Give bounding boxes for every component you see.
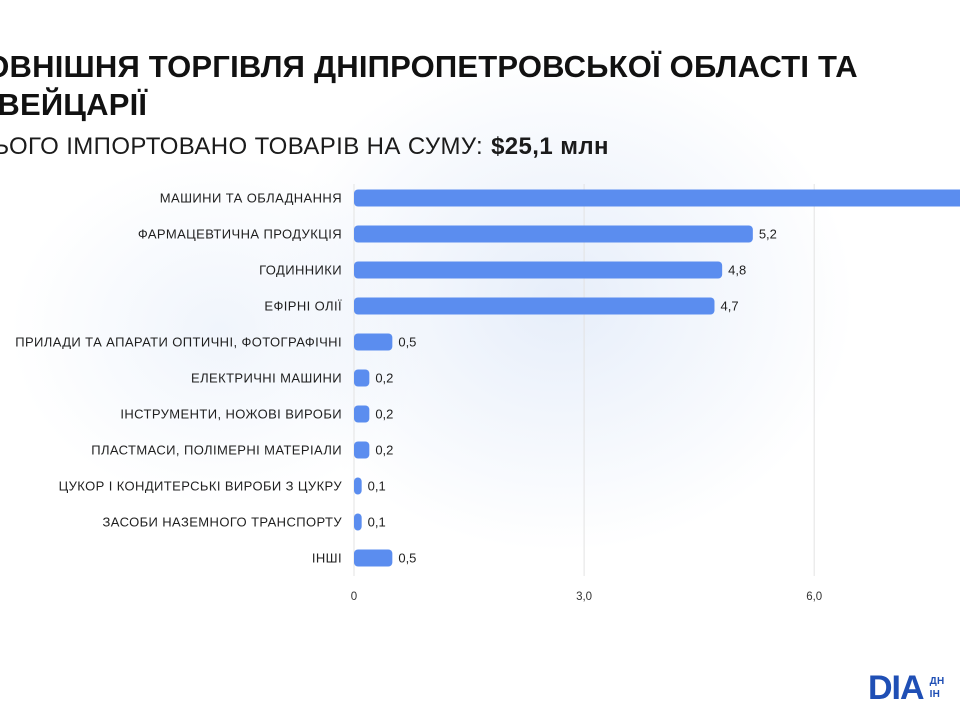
category-label: ІНСТРУМЕНТИ, НОЖОВІ ВИРОБИ <box>120 407 342 422</box>
logo-text: ДН ІН <box>930 675 945 701</box>
dia-logo: DIA ДН ІН <box>868 668 945 708</box>
category-label: ФАРМАЦЕВТИЧНА ПРОДУКЦІЯ <box>138 227 342 242</box>
value-label: 0,1 <box>368 479 386 494</box>
value-label: 5,2 <box>759 227 777 242</box>
bar <box>354 441 370 459</box>
category-label: ЕФІРНІ ОЛІЇ <box>264 299 342 314</box>
x-tick-label: 6,0 <box>806 591 822 603</box>
value-label: 0,1 <box>368 515 386 530</box>
value-label: 0,2 <box>375 443 393 458</box>
category-label: ЦУКОР І КОНДИТЕРСЬКІ ВИРОБИ З ЦУКРУ <box>59 479 343 494</box>
category-label: ПРИЛАДИ ТА АПАРАТИ ОПТИЧНІ, ФОТОГРАФІЧНІ <box>15 335 342 350</box>
value-label: 0,2 <box>375 407 393 422</box>
category-label: МАШИНИ ТА ОБЛАДНАННЯ <box>160 191 342 206</box>
labels: 0 3,0 6,0 МАШИНИ ТА ОБЛАДНАННЯ ФАРМАЦЕВТИЧНА… <box>15 191 822 604</box>
bar <box>354 225 753 243</box>
x-tick-label: 3,0 <box>576 591 592 603</box>
category-label: ЕЛЕКТРИЧНІ МАШИНИ <box>191 371 342 386</box>
bar <box>354 189 960 207</box>
bar <box>354 369 370 387</box>
grid-lines <box>353 184 815 576</box>
import-total: ВСЬОГО ІМПОРТОВАНО ТОВАРІВ НА СУМУ: $25,1… <box>0 131 609 163</box>
bar <box>354 405 370 423</box>
category-label: ІНШІ <box>312 551 342 566</box>
x-tick-label: 0 <box>351 591 357 603</box>
value-label: 4,8 <box>728 263 746 278</box>
import-total-label: ВСЬОГО ІМПОРТОВАНО ТОВАРІВ НА СУМУ: <box>0 133 484 160</box>
value-label: 0,2 <box>375 371 393 386</box>
import-total-value: $25,1 млн <box>491 133 609 160</box>
bar <box>354 333 393 351</box>
value-label: 0,5 <box>398 335 416 350</box>
bar <box>354 297 715 315</box>
bar <box>354 477 362 495</box>
value-label: 0,5 <box>398 551 416 566</box>
bar <box>354 549 393 567</box>
bars <box>354 189 960 567</box>
logo-text-line1: ДН <box>929 676 945 687</box>
category-label: ГОДИННИКИ <box>259 263 342 278</box>
page-title: ЗОВНІШНЯ ТОРГІВЛЯ ДНІПРОПЕТРОВСЬКОЇ ОБЛА… <box>0 49 858 122</box>
logo-text-line2: ІН <box>929 689 941 700</box>
bar <box>354 261 723 279</box>
value-label: 4,7 <box>720 299 738 314</box>
category-label: ПЛАСТМАСИ, ПОЛІМЕРНІ МАТЕРІАЛИ <box>91 443 342 458</box>
logo-mark: DIA <box>868 669 925 707</box>
bar <box>354 513 362 531</box>
category-label: ЗАСОБИ НАЗЕМНОГО ТРАНСПОРТУ <box>103 515 343 530</box>
